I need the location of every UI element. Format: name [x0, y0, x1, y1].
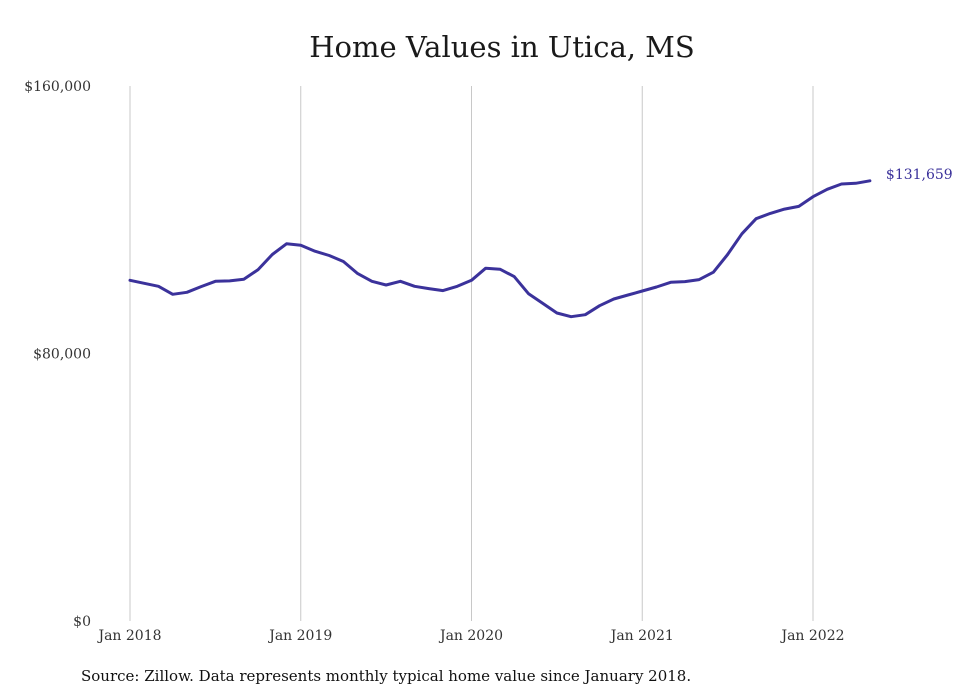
- chart-title: Home Values in Utica, MS: [309, 30, 695, 64]
- y-tick-label: $0: [73, 614, 91, 630]
- end-label-layer: $131,659: [886, 167, 953, 183]
- x-axis: Jan 2018 Jan 2019 Jan 2020 Jan 2021 Jan 2022: [96, 628, 844, 644]
- series-line-0: [128, 179, 872, 319]
- y-tick-label: $80,000: [33, 347, 91, 363]
- grid-layer: [129, 86, 814, 621]
- y-axis: $0 $80,000 $160,000: [24, 79, 91, 630]
- series-layer: [128, 179, 872, 319]
- x-tick-label: Jan 2018: [96, 628, 161, 644]
- x-tick-label: Jan 2019: [267, 628, 332, 644]
- end-value-label: $131,659: [886, 167, 953, 183]
- x-tick-label: Jan 2020: [438, 628, 503, 644]
- x-tick-label: Jan 2022: [779, 628, 844, 644]
- source-note: Source: Zillow. Data represents monthly …: [81, 667, 692, 685]
- y-tick-label: $160,000: [24, 79, 91, 95]
- x-tick-label: Jan 2021: [609, 628, 674, 644]
